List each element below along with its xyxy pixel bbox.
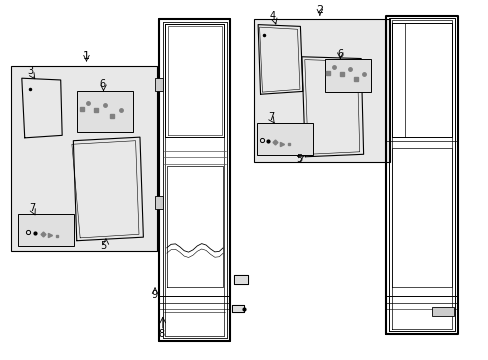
Text: 3: 3 (27, 66, 34, 76)
Bar (256, 123, 312, 155)
Bar (154, 78, 163, 91)
Text: 7: 7 (29, 203, 35, 213)
Bar (77, 91, 132, 132)
Text: 8: 8 (159, 329, 164, 339)
Text: 9: 9 (151, 290, 157, 300)
Text: 4: 4 (269, 12, 275, 21)
Text: 6: 6 (99, 79, 105, 89)
Text: 5: 5 (100, 241, 106, 251)
Text: 6: 6 (337, 49, 343, 59)
Bar (232, 305, 244, 312)
Text: 5: 5 (295, 154, 302, 164)
Text: 2: 2 (316, 5, 323, 15)
Bar (19, 214, 74, 246)
Bar (233, 275, 248, 284)
Bar (254, 19, 389, 162)
Bar (324, 59, 370, 93)
Bar (431, 307, 453, 316)
Bar (154, 196, 163, 208)
Bar (11, 66, 157, 251)
Text: 7: 7 (267, 112, 274, 122)
Text: 1: 1 (83, 51, 90, 61)
